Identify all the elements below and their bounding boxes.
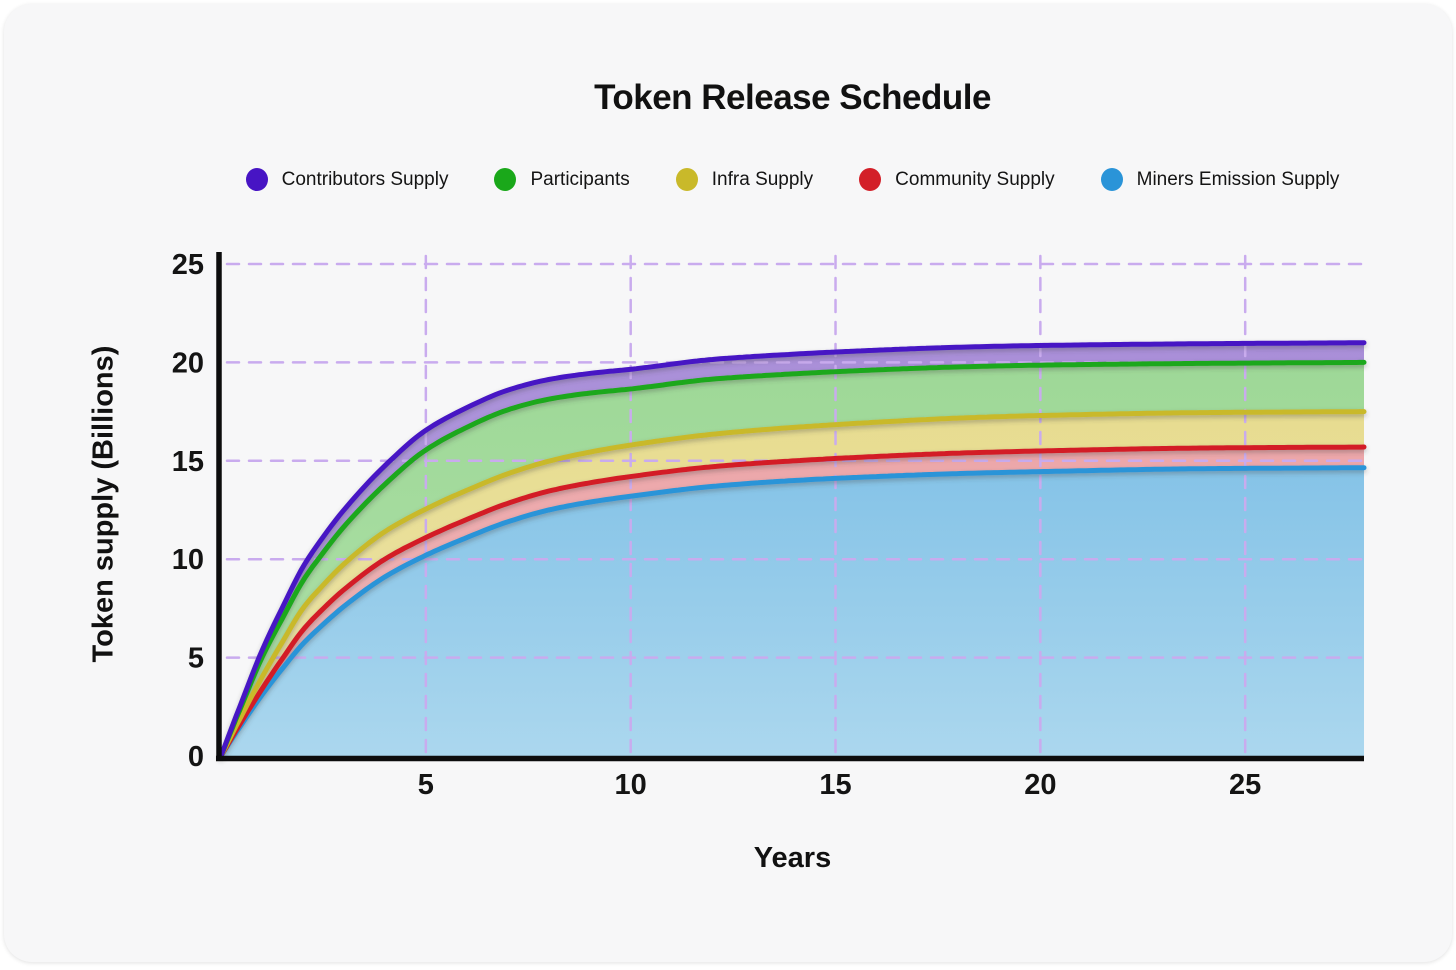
- x-tick-label: 20: [1024, 769, 1056, 801]
- y-tick-label: 10: [172, 544, 204, 576]
- x-tick-label: 15: [819, 769, 851, 801]
- chart-card: Token Release Schedule Contributors Supp…: [4, 4, 1452, 962]
- x-tick-label: 10: [615, 769, 647, 801]
- y-tick-label: 20: [172, 347, 204, 379]
- x-tick-label: 25: [1229, 769, 1261, 801]
- y-tick-label: 5: [188, 643, 204, 675]
- plot-area: 0 5 10 15 20 25 5 10 15 20 25: [4, 4, 1456, 970]
- y-tick-label: 15: [172, 446, 204, 478]
- y-tick-label: 0: [188, 741, 204, 773]
- y-tick-label: 25: [172, 249, 204, 281]
- x-tick-label: 5: [418, 769, 434, 801]
- stacked-area-bands: [221, 343, 1364, 756]
